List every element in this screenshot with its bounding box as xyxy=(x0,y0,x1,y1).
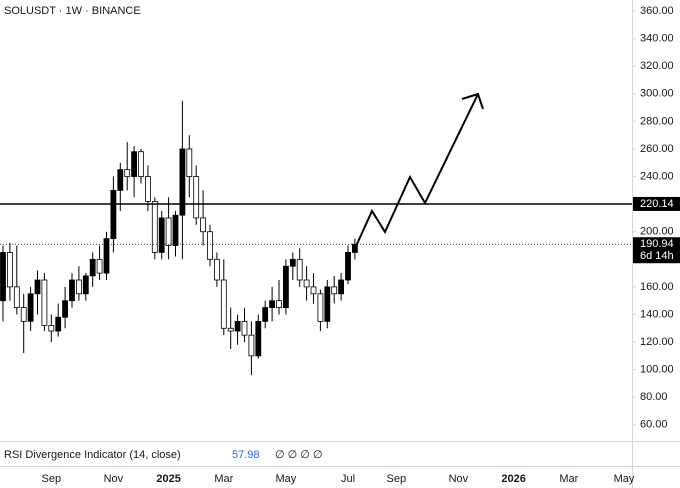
candle-body xyxy=(124,169,131,177)
x-tick-label: Mar xyxy=(559,473,578,485)
candle-body xyxy=(200,217,207,233)
candle-body xyxy=(158,217,165,253)
candle-body xyxy=(165,217,172,246)
x-tick-label: Nov xyxy=(104,473,124,485)
candle-body xyxy=(255,320,262,357)
candle-body xyxy=(248,334,255,357)
candle-body xyxy=(7,252,13,288)
y-tick-label: 300.00 xyxy=(640,88,674,100)
countdown-label: 6d 14h xyxy=(640,250,674,262)
y-tick-label: 120.00 xyxy=(640,336,674,348)
candle-body xyxy=(96,258,103,274)
x-tick-label: May xyxy=(614,473,635,485)
y-tick-label: 200.00 xyxy=(640,226,674,238)
last-price-label: 190.94 xyxy=(640,238,674,250)
candle-body xyxy=(55,316,62,332)
x-tick-label: Sep xyxy=(387,473,407,485)
candle-body xyxy=(69,279,75,302)
y-tick-label: 140.00 xyxy=(640,308,674,320)
candle-body xyxy=(151,200,158,253)
candle-body xyxy=(172,214,179,246)
y-tick-label: 340.00 xyxy=(640,33,674,45)
candle-body xyxy=(282,265,289,308)
y-tick-label: 80.00 xyxy=(640,391,668,403)
candle-body xyxy=(303,279,310,288)
x-tick-label: Nov xyxy=(449,473,469,485)
candle-body xyxy=(0,252,6,302)
y-tick-label: 240.00 xyxy=(640,170,674,182)
candle-body xyxy=(41,279,48,326)
candle-body xyxy=(296,258,303,281)
hline-label: 220.14 xyxy=(640,198,674,210)
indicator-value: 57.98 xyxy=(232,449,260,461)
candle-body xyxy=(13,286,20,308)
y-tick-label: 360.00 xyxy=(640,5,674,17)
arrow-head xyxy=(461,92,484,110)
candle-body xyxy=(89,258,96,277)
x-tick-label: 2026 xyxy=(501,473,525,485)
candle-body xyxy=(227,327,234,332)
candle-body xyxy=(103,238,110,274)
x-tick-label: Mar xyxy=(214,473,233,485)
candle-body xyxy=(213,258,220,281)
y-tick-label: 320.00 xyxy=(640,60,674,72)
candle-body xyxy=(138,151,144,177)
candle-body xyxy=(234,320,241,332)
y-tick-label: 100.00 xyxy=(640,364,674,376)
hline-label-box xyxy=(633,196,680,211)
x-tick-label: Sep xyxy=(42,473,62,485)
candle-body xyxy=(324,286,331,322)
candle-body xyxy=(186,148,193,177)
candle-body xyxy=(207,231,213,260)
chart-title: SOLUSDT · 1W · BINANCE xyxy=(4,5,141,17)
y-tick-label: 160.00 xyxy=(640,281,674,293)
candle-body xyxy=(82,275,89,295)
candle-body xyxy=(345,252,351,281)
last-price-box xyxy=(633,237,680,264)
candle-body xyxy=(144,176,151,202)
candle-body xyxy=(27,293,34,322)
x-tick-label: 2025 xyxy=(156,473,180,485)
candle-body xyxy=(310,286,317,295)
candle-body xyxy=(289,258,296,267)
candle-body xyxy=(220,279,227,329)
candle-body xyxy=(179,148,186,216)
y-tick-label: 60.00 xyxy=(640,419,668,431)
candle-body xyxy=(317,293,324,322)
indicator-symbols: ∅ ∅ ∅ ∅ xyxy=(275,449,323,461)
y-tick-label: 260.00 xyxy=(640,143,674,155)
candle-body xyxy=(241,320,248,336)
candle-body xyxy=(117,169,124,191)
candle-body xyxy=(131,151,138,177)
x-tick-label: Jul xyxy=(341,473,355,485)
candle-body xyxy=(276,300,282,308)
y-tick-label: 280.00 xyxy=(640,115,674,127)
candle-body xyxy=(62,300,68,318)
candle-body xyxy=(331,286,338,295)
candle-body xyxy=(34,279,41,295)
candle-body xyxy=(20,307,27,322)
candle-body xyxy=(262,307,269,322)
candle-body xyxy=(338,279,345,295)
indicator-name: RSI Divergence Indicator (14, close) xyxy=(4,449,181,461)
candle-body xyxy=(110,189,117,240)
candle-body xyxy=(193,176,200,219)
candle-body xyxy=(76,279,82,295)
x-tick-label: May xyxy=(276,473,297,485)
candle-body xyxy=(351,243,358,253)
candle-body xyxy=(269,300,276,308)
candle-body xyxy=(48,325,55,332)
